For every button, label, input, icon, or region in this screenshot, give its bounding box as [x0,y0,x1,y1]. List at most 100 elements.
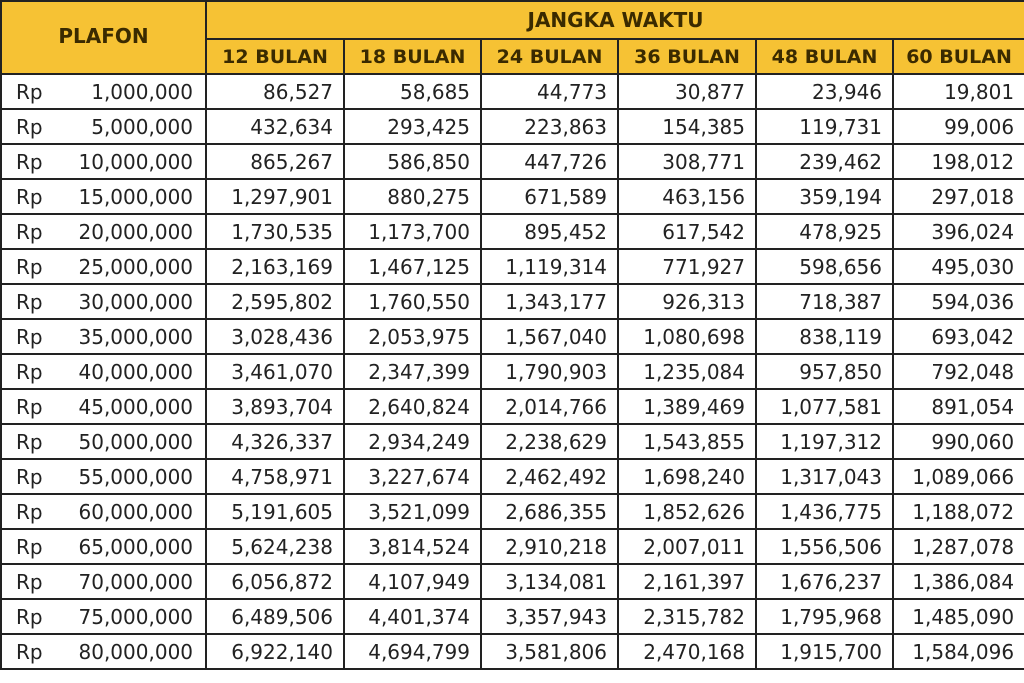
installment-cell: 44,773 [480,73,620,110]
column-header: 48 BULAN [755,38,895,75]
installment-cell: 1,556,506 [755,528,895,565]
installment-cell: 990,060 [892,423,1024,460]
installment-cell: 1,297,901 [205,178,346,215]
plafon-cell: 70,000,000 [59,563,208,600]
installment-cell: 308,771 [617,143,758,180]
installment-cell: 1,915,700 [755,633,895,670]
column-header: 60 BULAN [892,38,1024,75]
currency-cell: Rp [0,73,59,110]
installment-cell: 895,452 [480,213,620,250]
plafon-cell: 35,000,000 [59,318,208,355]
installment-cell: 23,946 [755,73,895,110]
plafon-cell: 5,000,000 [59,108,208,145]
installment-cell: 1,485,090 [892,598,1024,635]
currency-cell: Rp [0,178,59,215]
installment-cell: 1,188,072 [892,493,1024,530]
installment-cell: 957,850 [755,353,895,390]
plafon-cell: 55,000,000 [59,458,208,495]
installment-cell: 3,521,099 [343,493,483,530]
installment-cell: 2,934,249 [343,423,483,460]
column-header: 24 BULAN [480,38,620,75]
plafon-cell: 40,000,000 [59,353,208,390]
table-row: Rp 60,000,000 5,191,605 3,521,099 2,686,355 1… [0,493,1024,530]
currency-cell: Rp [0,493,59,530]
currency-cell: Rp [0,598,59,635]
plafon-header: PLAFON [0,0,208,75]
installment-cell: 1,317,043 [755,458,895,495]
installment-cell: 6,922,140 [205,633,346,670]
currency-cell: Rp [0,563,59,600]
installment-cell: 1,698,240 [617,458,758,495]
installment-cell: 2,163,169 [205,248,346,285]
currency-cell: Rp [0,423,59,460]
column-header: 12 BULAN [205,38,346,75]
installment-cell: 58,685 [343,73,483,110]
table-row: Rp 35,000,000 3,028,436 2,053,975 1,567,040 1… [0,318,1024,355]
installment-cell: 1,389,469 [617,388,758,425]
installment-cell: 4,401,374 [343,598,483,635]
installment-cell: 838,119 [755,318,895,355]
installment-cell: 198,012 [892,143,1024,180]
currency-cell: Rp [0,458,59,495]
installment-cell: 1,852,626 [617,493,758,530]
currency-cell: Rp [0,213,59,250]
plafon-cell: 20,000,000 [59,213,208,250]
installment-cell: 2,910,218 [480,528,620,565]
installment-cell: 1,119,314 [480,248,620,285]
term-header: JANGKA WAKTU [205,0,1024,40]
installment-cell: 463,156 [617,178,758,215]
installment-cell: 4,758,971 [205,458,346,495]
table-row: Rp 40,000,000 3,461,070 2,347,399 1,790,903 1… [0,353,1024,390]
installment-cell: 5,191,605 [205,493,346,530]
table-row: Rp 30,000,000 2,595,802 1,760,550 1,343,177 9… [0,283,1024,320]
installment-cell: 1,386,084 [892,563,1024,600]
installment-cell: 891,054 [892,388,1024,425]
installment-cell: 4,326,337 [205,423,346,460]
plafon-cell: 30,000,000 [59,283,208,320]
installment-cell: 2,315,782 [617,598,758,635]
installment-cell: 495,030 [892,248,1024,285]
installment-cell: 1,436,775 [755,493,895,530]
currency-cell: Rp [0,143,59,180]
installment-cell: 617,542 [617,213,758,250]
installment-cell: 2,161,397 [617,563,758,600]
installment-cell: 3,893,704 [205,388,346,425]
installment-cell: 1,080,698 [617,318,758,355]
installment-cell: 1,077,581 [755,388,895,425]
currency-cell: Rp [0,318,59,355]
installment-cell: 86,527 [205,73,346,110]
installment-cell: 5,624,238 [205,528,346,565]
installment-cell: 1,173,700 [343,213,483,250]
installment-cell: 1,543,855 [617,423,758,460]
installment-cell: 586,850 [343,143,483,180]
installment-cell: 3,227,674 [343,458,483,495]
plafon-cell: 60,000,000 [59,493,208,530]
table-row: Rp 5,000,000 432,634 293,425 223,863 154,385 1… [0,108,1024,145]
currency-cell: Rp [0,388,59,425]
installment-cell: 1,730,535 [205,213,346,250]
plafon-cell: 15,000,000 [59,178,208,215]
installment-cell: 693,042 [892,318,1024,355]
installment-cell: 2,014,766 [480,388,620,425]
installment-cell: 2,007,011 [617,528,758,565]
installment-cell: 447,726 [480,143,620,180]
installment-cell: 30,877 [617,73,758,110]
installment-cell: 478,925 [755,213,895,250]
installment-cell: 297,018 [892,178,1024,215]
installment-cell: 1,795,968 [755,598,895,635]
table-row: Rp 20,000,000 1,730,535 1,173,700 895,452 617… [0,213,1024,250]
installment-cell: 2,462,492 [480,458,620,495]
installment-cell: 926,313 [617,283,758,320]
installment-cell: 771,927 [617,248,758,285]
installment-cell: 119,731 [755,108,895,145]
installment-cell: 2,238,629 [480,423,620,460]
table-row: Rp 25,000,000 2,163,169 1,467,125 1,119,314 7… [0,248,1024,285]
plafon-cell: 65,000,000 [59,528,208,565]
installment-cell: 396,024 [892,213,1024,250]
plafon-cell: 50,000,000 [59,423,208,460]
installment-cell: 1,584,096 [892,633,1024,670]
installment-cell: 239,462 [755,143,895,180]
table-row: Rp 80,000,000 6,922,140 4,694,799 3,581,806 2… [0,633,1024,670]
